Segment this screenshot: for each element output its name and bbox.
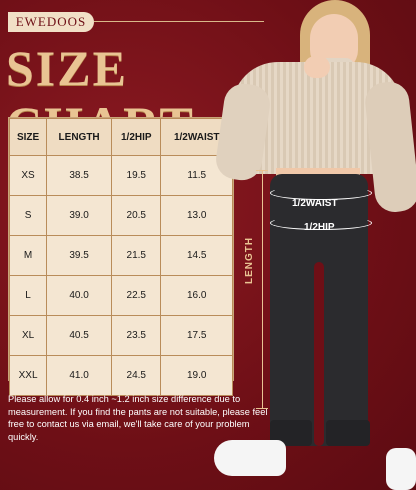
cell-size: XL <box>8 315 48 356</box>
cell-half-hip: 21.5 <box>111 235 162 276</box>
header-length: LENGTH <box>46 118 113 156</box>
cell-half-hip: 22.5 <box>111 275 162 316</box>
cell-size: XXL <box>8 355 48 396</box>
table-row: XL 40.5 23.5 17.5 <box>8 315 233 356</box>
table-row: L 40.0 22.5 16.0 <box>8 275 233 316</box>
model-midriff <box>276 168 360 178</box>
header-size: SIZE <box>8 118 48 156</box>
table-row: XS 38.5 19.5 11.5 <box>8 155 233 196</box>
sneaker-left <box>214 440 286 476</box>
waist-measure-line <box>270 186 372 200</box>
cell-length: 40.0 <box>46 275 113 316</box>
model-photo: 1/2WAIST 1/2HIP LENGTH <box>213 0 416 490</box>
leg-gap <box>314 262 324 446</box>
cell-half-hip: 19.5 <box>111 155 162 196</box>
cell-size: L <box>8 275 48 316</box>
cell-length: 39.5 <box>46 235 113 276</box>
hip-label: 1/2HIP <box>304 222 335 233</box>
sneaker-right <box>386 448 416 490</box>
divider-line <box>94 21 264 22</box>
cell-half-hip: 24.5 <box>111 355 162 396</box>
cell-size: XS <box>8 155 48 196</box>
table-row: XXL 41.0 24.5 19.0 <box>8 355 233 396</box>
cell-half-hip: 23.5 <box>111 315 162 356</box>
cell-length: 38.5 <box>46 155 113 196</box>
size-table: SIZE LENGTH 1/2HIP 1/2WAIST XS 38.5 19.5… <box>8 117 234 396</box>
cell-length: 41.0 <box>46 355 113 396</box>
table-header-row: SIZE LENGTH 1/2HIP 1/2WAIST <box>8 118 233 156</box>
cell-half-waist: 16.0 <box>160 275 233 316</box>
table-row: S 39.0 20.5 13.0 <box>8 195 233 236</box>
length-tick-top <box>256 170 268 171</box>
table-row: M 39.5 21.5 14.5 <box>8 235 233 276</box>
cell-length: 39.0 <box>46 195 113 236</box>
header-half-hip: 1/2HIP <box>111 118 162 156</box>
cell-half-waist: 17.5 <box>160 315 233 356</box>
cell-half-waist: 19.0 <box>160 355 233 396</box>
pant-cuff-right <box>326 420 370 446</box>
length-measure-line <box>262 170 263 408</box>
cell-length: 40.5 <box>46 315 113 356</box>
length-tick-bottom <box>256 408 268 409</box>
cell-half-hip: 20.5 <box>111 195 162 236</box>
brand-logo: EWEDOOS <box>8 12 94 32</box>
cell-size: S <box>8 195 48 236</box>
cell-half-waist: 14.5 <box>160 235 233 276</box>
model-hand <box>304 56 330 78</box>
cell-size: M <box>8 235 48 276</box>
cell-half-waist: 13.0 <box>160 195 233 236</box>
length-label: LENGTH <box>244 236 255 284</box>
hip-measure-line <box>270 216 372 230</box>
waist-label: 1/2WAIST <box>292 198 338 209</box>
size-note: Please allow for 0.4 inch ~1.2 inch size… <box>8 394 268 442</box>
